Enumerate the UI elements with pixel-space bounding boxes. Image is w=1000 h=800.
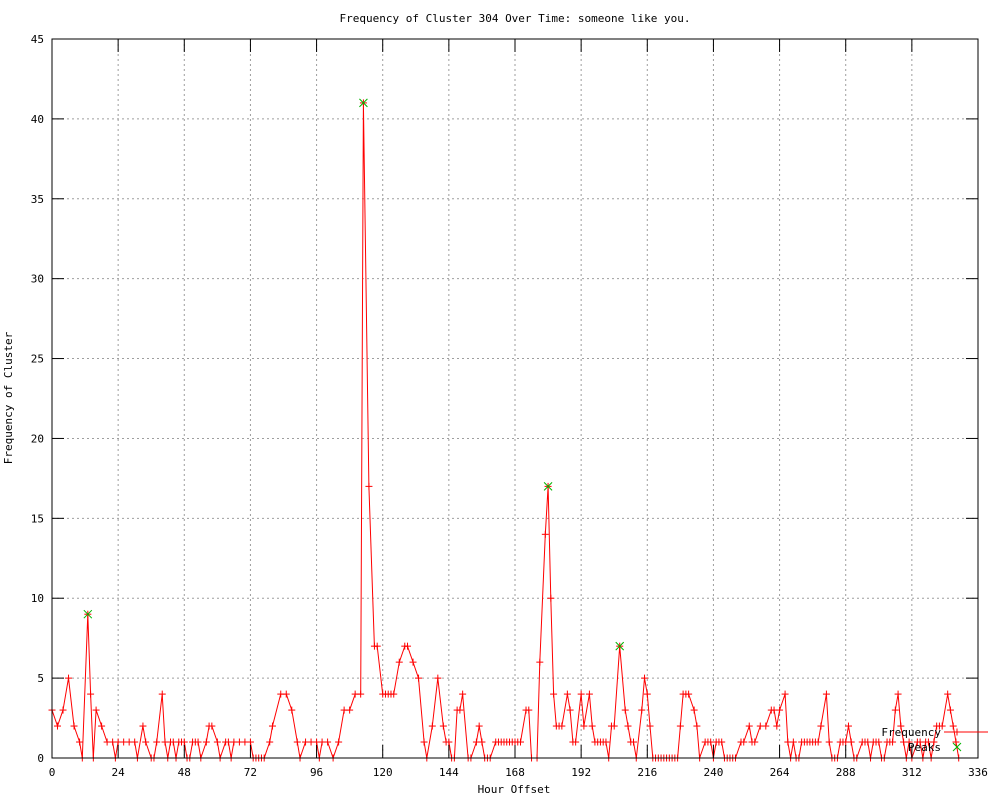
- y-tick-label: 30: [31, 273, 44, 286]
- peak-point-marker: [543, 482, 553, 491]
- x-tick-label: 264: [770, 766, 790, 779]
- axis-ticks: [51, 38, 979, 759]
- x-tick-label: 336: [968, 766, 988, 779]
- y-tick-label: 10: [31, 592, 44, 605]
- x-tick-label: 192: [571, 766, 591, 779]
- x-tick-label: 144: [439, 766, 459, 779]
- x-tick-label: 72: [244, 766, 257, 779]
- legend-label-peaks: Peaks: [908, 741, 941, 754]
- x-tick-label: 240: [703, 766, 723, 779]
- peak-point-marker: [83, 609, 93, 619]
- x-tick-label: 96: [310, 766, 323, 779]
- peak-point-marker: [615, 641, 625, 651]
- x-axis-label: Hour Offset: [478, 783, 551, 796]
- grid-lines: [51, 38, 979, 759]
- chart-title: Frequency of Cluster 304 Over Time: some…: [340, 12, 691, 25]
- x-tick-label: 120: [373, 766, 393, 779]
- y-tick-label: 25: [31, 353, 44, 366]
- peak-point-marker: [359, 98, 368, 108]
- x-tick-label: 288: [836, 766, 856, 779]
- y-tick-label: 20: [31, 432, 44, 445]
- x-tick-label: 24: [112, 766, 126, 779]
- legend-label-frequency: Frequency: [881, 726, 941, 739]
- axis-tick-labels: 0 24 48 72 96 120 144 168 192 216 240 264 288 312 336 0…: [31, 33, 988, 779]
- legend-peaks-cross: [952, 742, 962, 752]
- y-tick-label: 40: [31, 113, 44, 126]
- x-tick-label: 0: [49, 766, 56, 779]
- x-tick-label: 48: [178, 766, 191, 779]
- x-tick-label: 168: [505, 766, 525, 779]
- y-axis-label: Frequency of Cluster: [2, 331, 15, 464]
- legend-frequency-sample-line: [944, 728, 988, 736]
- y-tick-label: 0: [37, 752, 44, 765]
- x-tick-label: 216: [637, 766, 657, 779]
- y-tick-label: 45: [31, 33, 44, 46]
- y-tick-label: 5: [37, 672, 44, 685]
- y-tick-label: 15: [31, 512, 44, 525]
- frequency-line: [51, 102, 960, 760]
- frequency-series: [48, 99, 963, 762]
- x-tick-label: 312: [902, 766, 922, 779]
- legend-peaks-sample-marker: [952, 742, 962, 752]
- y-tick-label: 35: [31, 193, 44, 206]
- legend: Frequency Peaks: [881, 726, 988, 754]
- peaks-series: [83, 98, 625, 651]
